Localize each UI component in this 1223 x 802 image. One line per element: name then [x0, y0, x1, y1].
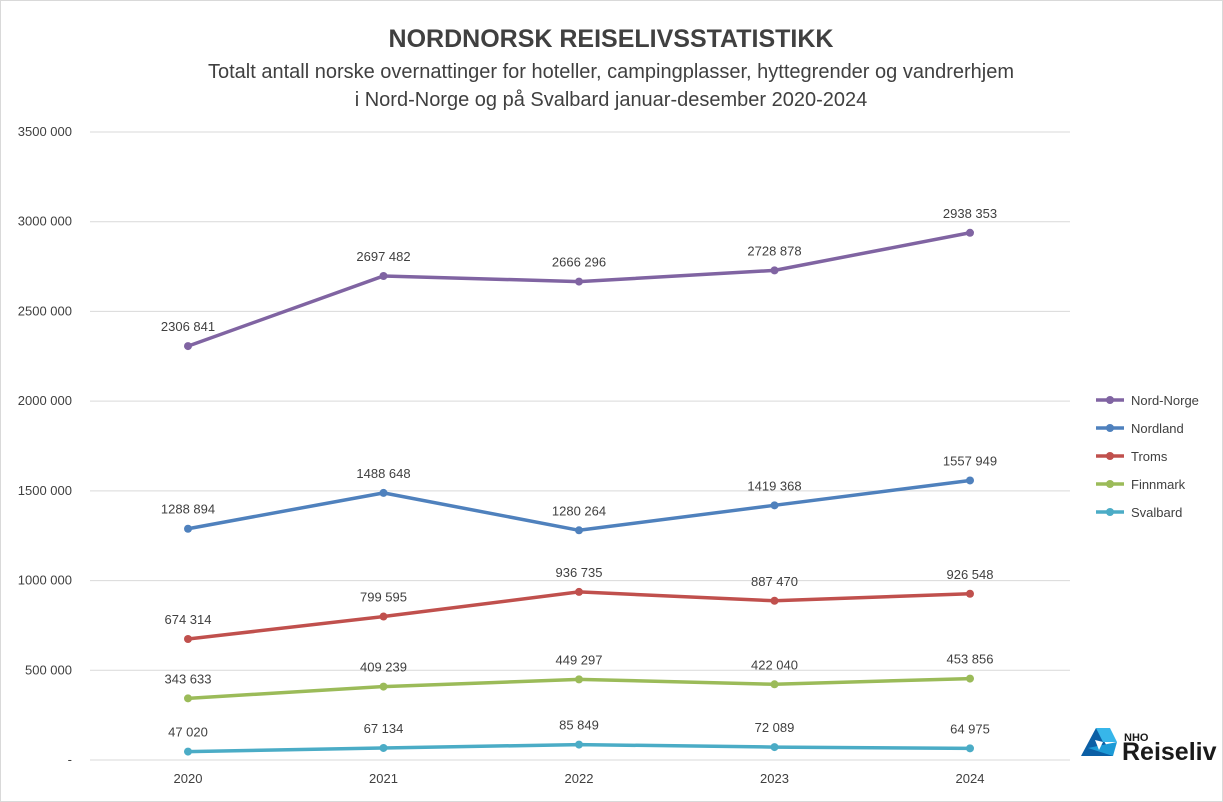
gridlines — [90, 131, 1070, 761]
x-tick-label: 2024 — [956, 771, 985, 786]
data-label: 453 856 — [947, 652, 994, 667]
data-label: 409 239 — [360, 660, 407, 675]
data-label: 1557 949 — [943, 453, 997, 468]
data-point — [770, 680, 779, 689]
data-label: 449 297 — [556, 652, 603, 667]
data-label: 1288 894 — [161, 502, 215, 517]
logo-small-text: NHO — [1124, 732, 1149, 744]
data-point — [184, 747, 192, 756]
data-point — [770, 596, 779, 605]
data-point — [966, 228, 974, 237]
y-tick-label: 2500 000 — [18, 303, 72, 318]
legend-marker — [1106, 424, 1114, 432]
data-label: 2938 353 — [943, 206, 997, 221]
y-tick-label: 3000 000 — [18, 214, 72, 229]
data-point — [379, 488, 388, 497]
data-label: 887 470 — [751, 574, 798, 589]
x-tick-label: 2021 — [369, 771, 398, 786]
data-point — [379, 271, 388, 280]
data-label: 926 548 — [947, 567, 994, 582]
data-label: 67 134 — [364, 721, 404, 736]
data-point — [770, 266, 779, 275]
data-label: 2666 296 — [552, 255, 606, 270]
data-label: 422 040 — [751, 657, 798, 672]
y-tick-label: 1500 000 — [18, 483, 72, 498]
legend: Nord-Norge Nordland Troms Finnmark Svalbard — [1096, 393, 1199, 520]
legend-entry: Nordland — [1131, 421, 1184, 436]
data-label: 799 595 — [360, 590, 407, 605]
data-point — [184, 342, 192, 351]
legend-marker — [1106, 396, 1114, 404]
data-point — [379, 743, 388, 752]
legend-marker — [1106, 508, 1114, 516]
data-label: 674 314 — [165, 612, 212, 627]
y-tick-label: 3500 000 — [18, 124, 72, 139]
legend-entry: Troms — [1131, 449, 1168, 464]
data-label: 85 849 — [559, 718, 599, 733]
y-axis-ticks: - 500 000 1000 000 1500 000 2000 000 2500 000… — [18, 124, 72, 767]
x-tick-label: 2023 — [760, 771, 789, 786]
data-point — [770, 743, 779, 752]
data-point — [379, 682, 388, 691]
y-tick-label: - — [68, 752, 72, 767]
data-label: 2306 841 — [161, 319, 215, 334]
data-label: 1419 368 — [747, 478, 801, 493]
nho-reiseliv-logo: NHO Reiseliv — [1081, 728, 1217, 766]
data-point — [575, 277, 583, 286]
data-point — [575, 587, 583, 596]
data-label: 2697 482 — [356, 249, 410, 264]
legend-entry: Svalbard — [1131, 505, 1182, 520]
legend-marker — [1106, 480, 1114, 488]
data-label: 936 735 — [556, 565, 603, 580]
data-label: 64 975 — [950, 721, 990, 736]
series-lines — [187, 231, 971, 754]
data-point — [575, 675, 583, 684]
series-line-troms — [187, 590, 971, 641]
chart-title: NORDNORSK REISELIVSSTATISTIKK — [389, 25, 834, 53]
data-point — [966, 476, 974, 485]
y-tick-label: 500 000 — [25, 662, 72, 677]
data-label: 1280 264 — [552, 503, 606, 518]
series-points — [184, 228, 974, 756]
data-point — [966, 674, 974, 683]
data-label: 72 089 — [755, 720, 795, 735]
data-point — [184, 635, 192, 644]
data-label: 47 020 — [168, 725, 208, 740]
data-point — [184, 524, 192, 533]
x-tick-label: 2020 — [174, 771, 203, 786]
nho-logo-icon — [1081, 728, 1117, 756]
data-point — [184, 694, 192, 703]
x-tick-label: 2022 — [565, 771, 594, 786]
x-axis-ticks: 2020 2021 2022 2023 2024 — [174, 771, 985, 786]
y-tick-label: 1000 000 — [18, 573, 72, 588]
data-point — [379, 612, 388, 621]
legend-marker — [1106, 452, 1114, 460]
data-point — [966, 744, 974, 753]
data-point — [575, 740, 583, 749]
data-point — [966, 589, 974, 598]
data-labels: 2306 841 2697 482 2666 296 2728 878 2938 353… — [161, 206, 997, 740]
data-point — [575, 526, 583, 535]
chart-subtitle-line-1: Totalt antall norske overnattinger for h… — [208, 61, 1014, 83]
y-tick-label: 2000 000 — [18, 393, 72, 408]
data-label: 2728 878 — [747, 243, 801, 258]
legend-entry: Nord-Norge — [1131, 393, 1199, 408]
data-label: 1488 648 — [356, 466, 410, 481]
data-point — [770, 501, 779, 510]
series-line-nord-norge — [187, 231, 971, 348]
logo-big-text: Reiseliv — [1122, 738, 1217, 766]
legend-entry: Finnmark — [1131, 477, 1186, 492]
chart-subtitle-line-2: i Nord-Norge og på Svalbard januar-desem… — [355, 89, 868, 111]
data-label: 343 633 — [165, 671, 212, 686]
